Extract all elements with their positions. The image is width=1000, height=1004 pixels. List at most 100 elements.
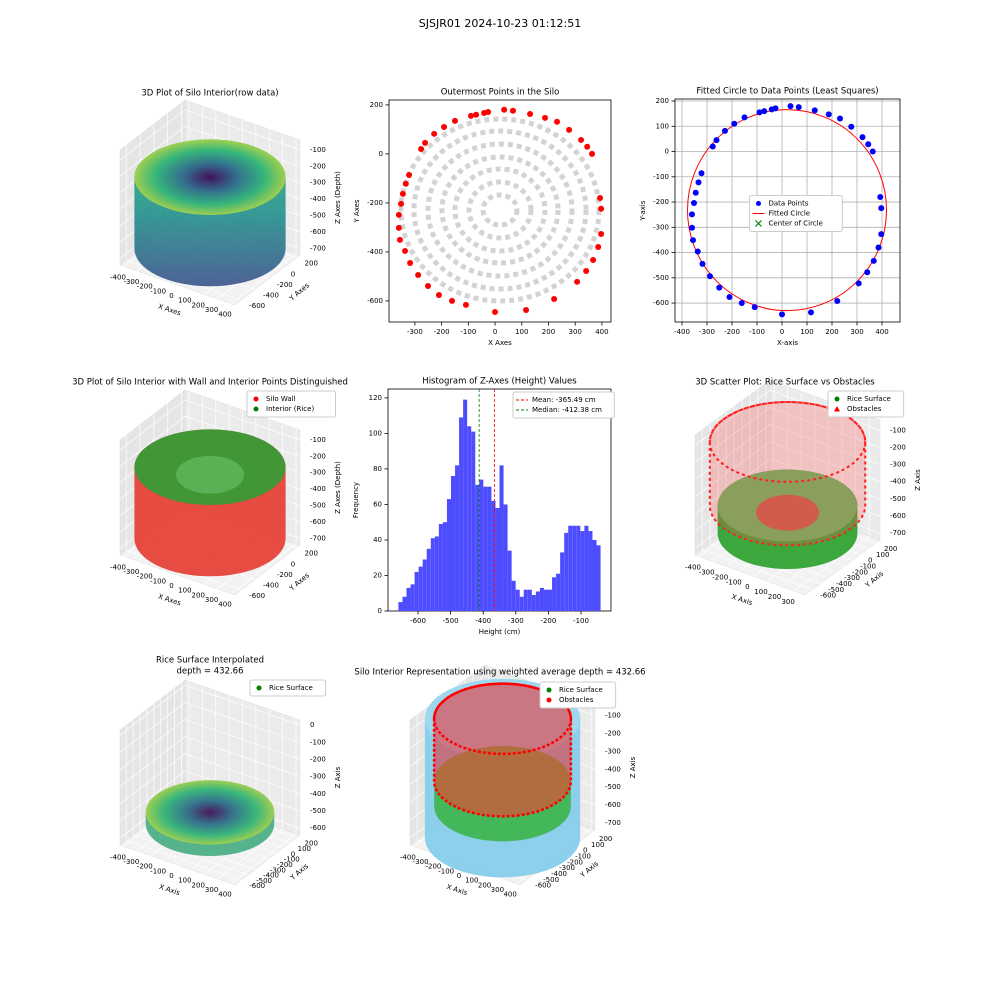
x-tick-label: -400: [475, 617, 491, 625]
data-point: [808, 309, 814, 316]
point-cloud-top: [145, 780, 275, 845]
y-tick-label: 0: [583, 847, 587, 855]
histogram-bar: [471, 431, 476, 611]
legend-swatch: [546, 697, 552, 703]
z-tick-label: -700: [605, 819, 621, 827]
x-tick-label: 300: [205, 886, 218, 894]
z-axis-label: Z Axes (Depth): [334, 171, 342, 224]
x-tick-label: 200: [192, 881, 205, 889]
legend-label: Data Points: [769, 200, 809, 208]
histogram-bar: [410, 584, 415, 611]
legend-box: [512, 391, 615, 419]
legend-label: Obstacles: [559, 696, 594, 704]
data-point: [811, 107, 818, 114]
x-tick-label: -300: [699, 328, 715, 336]
data-point: [761, 108, 768, 115]
legend-swatch: [256, 685, 262, 691]
legend-swatch: [253, 396, 259, 402]
x-tick-label: -200: [724, 328, 740, 336]
y-tick-label: 200: [305, 550, 318, 558]
y-tick-label: -600: [653, 299, 669, 307]
data-point: [878, 231, 885, 238]
histogram-bar: [438, 523, 443, 611]
data-point: [875, 244, 882, 251]
data-point: [509, 107, 516, 114]
z-tick-label: 0: [310, 721, 314, 729]
legend: Rice Surface Obstacles: [827, 390, 905, 418]
histogram-bar: [491, 500, 496, 611]
grid-line: [119, 753, 301, 805]
x-axis-label: X Axes: [488, 339, 512, 347]
histogram-bar: [402, 596, 407, 611]
data-point: [396, 236, 403, 243]
x-tick-label: 200: [192, 591, 205, 599]
data-point: [713, 137, 720, 144]
y-tick-label: 200: [884, 545, 897, 553]
z-tick-label: -400: [890, 478, 906, 486]
grid-line: [119, 719, 301, 770]
histogram-bar: [463, 399, 468, 611]
data-point: [877, 193, 884, 200]
x-tick-label: 300: [205, 306, 218, 314]
histogram-bar: [434, 536, 439, 611]
x-tick-label: 200: [768, 593, 781, 601]
z-tick-label: -500: [310, 807, 326, 815]
legend: Mean: -365.49 cm Median: -412.38 cm: [512, 391, 615, 419]
data-point: [523, 306, 530, 313]
x-axis-label: X-axis: [777, 339, 798, 347]
x-tick-label: -500: [443, 617, 459, 625]
x-tick-label: -200: [712, 573, 728, 581]
legend-box: [749, 195, 843, 232]
data-point: [583, 268, 590, 275]
legend-label: Rice Surface: [269, 684, 313, 692]
x-tick-label: 200: [542, 328, 555, 336]
x-tick-label: 300: [569, 328, 582, 336]
y-tick-label: 200: [305, 840, 318, 848]
z-tick-label: -700: [310, 244, 326, 252]
legend-label: Silo Wall: [266, 395, 296, 403]
data-point: [848, 123, 855, 130]
y-tick-label: -500: [828, 586, 844, 594]
chart-title: Silo Interior Representation using weigh…: [354, 668, 645, 678]
histogram-bar: [495, 507, 500, 611]
z-tick-label: -100: [310, 738, 326, 746]
y-tick-label: 60: [373, 500, 382, 508]
z-tick-label: -600: [890, 512, 906, 520]
data-point: [595, 244, 602, 251]
y-tick-label: -100: [284, 856, 300, 864]
grid-line: [119, 109, 301, 161]
x-tick-label: 400: [595, 328, 608, 336]
grid-line: [119, 736, 301, 787]
y-tick-label: -400: [263, 872, 279, 880]
z-tick-label: -100: [605, 712, 621, 720]
x-tick-label: -200: [137, 863, 153, 871]
legend: Silo Wall Interior (Rice): [246, 390, 336, 418]
data-point: [795, 104, 802, 111]
z-tick-label: -400: [310, 195, 326, 203]
x-tick-label: -400: [685, 563, 701, 571]
histogram-bar: [483, 486, 488, 611]
histogram-bar: [592, 539, 597, 611]
data-point: [395, 224, 402, 231]
legend: Data Points Fitted Circle Center of Circle: [749, 195, 843, 232]
x-tick-label: 0: [169, 582, 173, 590]
histogram-bar: [450, 476, 456, 611]
histogram-bar: [572, 525, 577, 611]
data-point: [598, 205, 605, 212]
point-cloud-body: [708, 401, 867, 547]
x-tick-label: 300: [781, 598, 794, 606]
y-tick-label: -100: [860, 562, 876, 570]
y-tick-label: -200: [567, 858, 583, 866]
data-point: [751, 304, 758, 311]
data-point: [756, 109, 763, 116]
chart-title: 3D Plot of Silo Interior with Wall and I…: [72, 378, 348, 388]
histogram-bar: [523, 589, 528, 611]
x-tick-label: 0: [169, 292, 173, 300]
grid-line: [132, 719, 249, 876]
fitted-circle: [687, 109, 887, 312]
data-point: [501, 106, 508, 113]
data-point: [554, 118, 561, 125]
legend-label: Median: -412.38 cm: [532, 406, 602, 414]
data-point: [690, 237, 696, 244]
data-point: [722, 127, 728, 134]
